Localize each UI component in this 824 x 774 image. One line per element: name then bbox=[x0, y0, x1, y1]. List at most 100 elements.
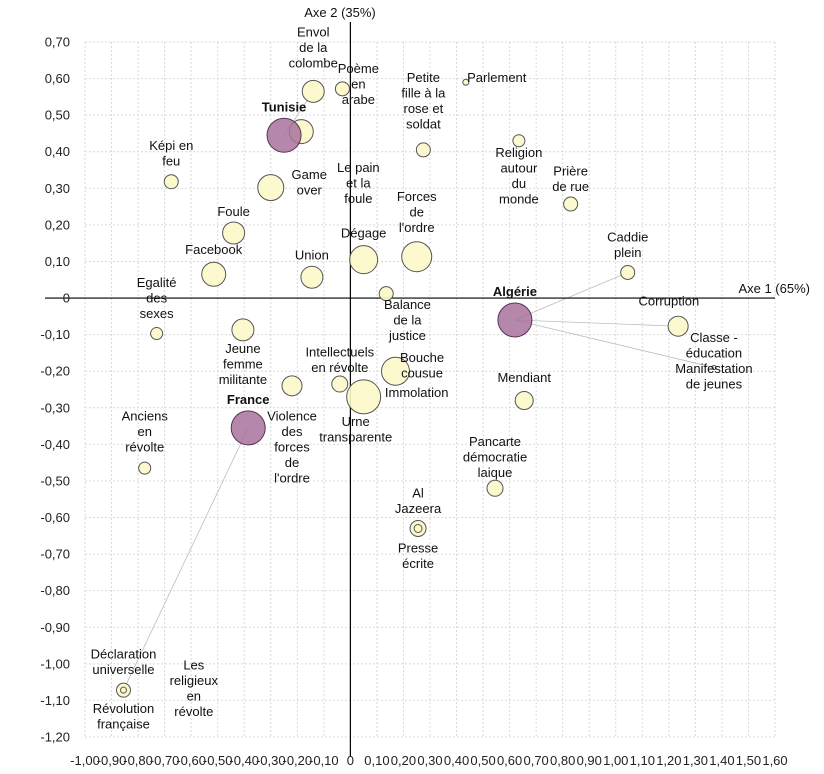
leader-line bbox=[514, 319, 679, 327]
point-label: Egalité des sexes bbox=[137, 275, 177, 321]
x-tick-label: 0,40 bbox=[444, 753, 469, 768]
point-label: Religion autour du monde bbox=[495, 145, 542, 207]
point-label: Immolation bbox=[385, 385, 449, 400]
point-label: Képi en feu bbox=[149, 138, 193, 169]
point-label: Intellectuels en révolte bbox=[305, 345, 374, 376]
data-point bbox=[620, 264, 636, 280]
y-tick-label: -0,80 bbox=[40, 583, 70, 598]
y-tick-label: 0,70 bbox=[45, 35, 70, 50]
x-tick-label: 1,60 bbox=[762, 753, 787, 768]
point-label: Les religieux en révolte bbox=[170, 657, 219, 719]
leader-lines bbox=[123, 91, 715, 691]
y-tick-label: -0,50 bbox=[40, 473, 70, 488]
x-tick-label: -0,30 bbox=[256, 753, 286, 768]
data-point bbox=[486, 479, 504, 497]
group-label: Tunisie bbox=[262, 100, 307, 115]
data-point bbox=[346, 379, 382, 415]
y-tick-label: -1,10 bbox=[40, 693, 70, 708]
leader-line bbox=[123, 427, 249, 691]
data-point bbox=[201, 261, 227, 287]
y-tick-label: 0,60 bbox=[45, 71, 70, 86]
y-tick-label: -0,20 bbox=[40, 364, 70, 379]
x-tick-label: 0,80 bbox=[550, 753, 575, 768]
x-tick-label: 1,20 bbox=[656, 753, 681, 768]
x-tick-label: -0,60 bbox=[176, 753, 206, 768]
point-label: Le pain et la foule bbox=[337, 160, 380, 206]
x-tick-label: 0,10 bbox=[364, 753, 389, 768]
y-tick-label: 0,30 bbox=[45, 181, 70, 196]
y-tick-label: -0,60 bbox=[40, 510, 70, 525]
point-label: Caddie plein bbox=[607, 229, 648, 260]
x-tick-label: -0,70 bbox=[150, 753, 180, 768]
y-tick-label: 0,20 bbox=[45, 217, 70, 232]
point-label: Classe -éducation Manifestation de jeunes bbox=[675, 330, 752, 392]
data-point bbox=[331, 375, 349, 393]
point-label: Forces de l'ordre bbox=[397, 189, 437, 235]
leader-line bbox=[514, 272, 628, 321]
x-tick-label: 0,90 bbox=[577, 753, 602, 768]
point-label: Prière de rue bbox=[552, 164, 589, 195]
y-tick-label: -0,70 bbox=[40, 547, 70, 562]
point-label: Déclaration universelle bbox=[91, 646, 157, 677]
data-point bbox=[119, 686, 127, 694]
point-label: Corruption bbox=[638, 293, 699, 308]
point-label: Poème en arabe bbox=[338, 61, 379, 107]
x-tick-label: -1,00 bbox=[70, 753, 100, 768]
x-tick-label: 1,00 bbox=[603, 753, 628, 768]
data-point bbox=[281, 375, 303, 397]
y-tick-label: 0,10 bbox=[45, 254, 70, 269]
point-label: Dégage bbox=[341, 226, 387, 241]
x-tick-label: 0,70 bbox=[523, 753, 548, 768]
data-point bbox=[413, 524, 423, 533]
x-tick-label: -0,90 bbox=[97, 753, 127, 768]
y-tick-label: -0,10 bbox=[40, 327, 70, 342]
point-label: Mendiant bbox=[497, 370, 551, 385]
x-tick-label: 1,30 bbox=[683, 753, 708, 768]
point-label: Jeune femme militante bbox=[219, 341, 267, 387]
group-point bbox=[266, 117, 302, 153]
point-label: Révolution française bbox=[93, 701, 154, 732]
y-tick-label: 0,50 bbox=[45, 108, 70, 123]
x-tick-label: 0,20 bbox=[391, 753, 416, 768]
tick-labels: -1,00-0,90-0,80-0,70-0,60-0,50-0,40-0,30… bbox=[40, 35, 787, 769]
x-tick-label: -0,40 bbox=[229, 753, 259, 768]
point-labels: Envol de la colombe Poème en arabe Parlement Pe… bbox=[91, 25, 753, 732]
data-point bbox=[231, 318, 255, 342]
x-tick-label: -0,80 bbox=[123, 753, 153, 768]
group-point bbox=[230, 410, 266, 446]
data-point bbox=[401, 241, 433, 273]
y-tick-label: -0,40 bbox=[40, 437, 70, 452]
data-point bbox=[462, 78, 470, 86]
data-point bbox=[349, 245, 379, 275]
data-point bbox=[514, 390, 534, 410]
point-label: Facebook bbox=[185, 242, 243, 257]
data-point bbox=[222, 221, 246, 245]
point-label: Union bbox=[295, 248, 329, 263]
y-tick-label: -1,20 bbox=[40, 730, 70, 745]
y-tick-label: -1,00 bbox=[40, 656, 70, 671]
leader-line bbox=[514, 319, 715, 368]
y-tick-label: -0,90 bbox=[40, 620, 70, 635]
point-label: Al Jazeera bbox=[395, 485, 442, 516]
point-label: Balance de la justice bbox=[384, 297, 431, 343]
data-point bbox=[378, 286, 394, 302]
data-points bbox=[115, 78, 717, 698]
data-point bbox=[381, 356, 410, 386]
data-point bbox=[257, 174, 285, 202]
x-tick-label: -0,10 bbox=[309, 753, 339, 768]
point-label: Presse écrite bbox=[398, 540, 438, 571]
point-label: Pancarte démocratie laique bbox=[463, 434, 527, 480]
x-tick-label: 1,10 bbox=[630, 753, 655, 768]
data-point bbox=[512, 134, 526, 148]
point-label: Envol de la colombe bbox=[289, 25, 338, 71]
group-label: France bbox=[227, 392, 270, 407]
point-label: Petite fille à la rose et soldat bbox=[401, 70, 446, 132]
point-label: Parlement bbox=[467, 70, 527, 85]
x-axis-label: Axe 1 (65%) bbox=[738, 281, 810, 296]
point-label: Anciens en révolte bbox=[122, 409, 169, 455]
point-label: Foule bbox=[217, 204, 250, 219]
y-tick-label: -0,30 bbox=[40, 400, 70, 415]
y-axis-label: Axe 2 (35%) bbox=[304, 5, 376, 20]
data-point bbox=[415, 142, 431, 158]
